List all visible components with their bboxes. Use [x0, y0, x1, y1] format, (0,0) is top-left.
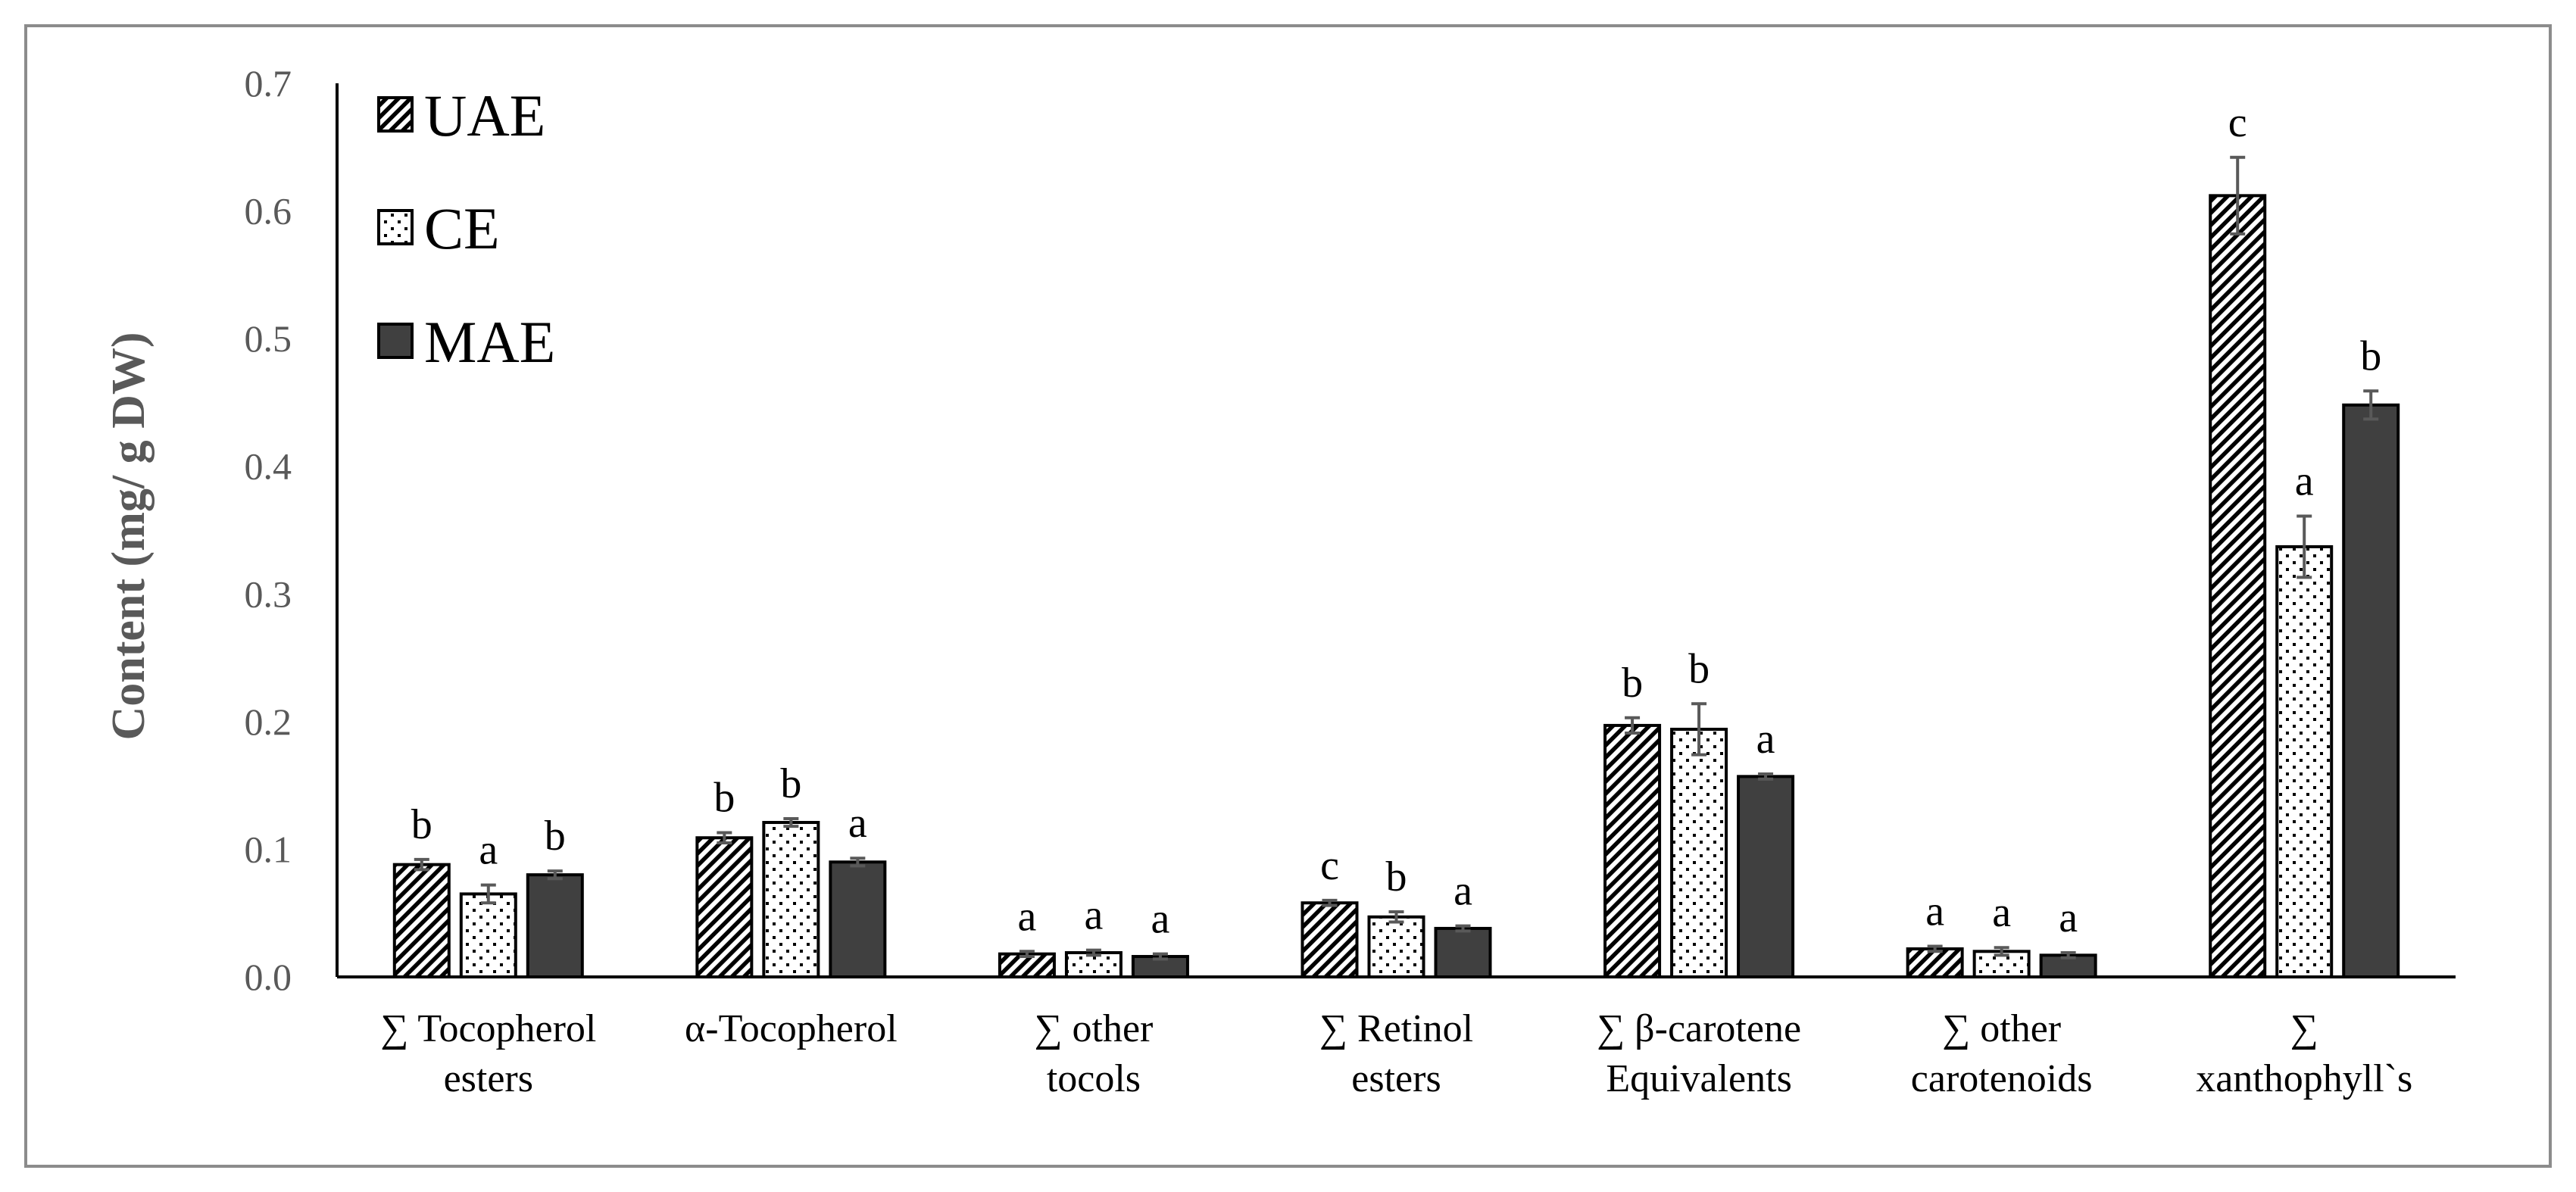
y-tick-label: 0.4 — [245, 445, 292, 488]
y-tick-label: 0.1 — [245, 828, 292, 870]
significance-letter: c — [2228, 99, 2247, 146]
y-tick-label: 0.0 — [245, 956, 292, 998]
significance-letter: a — [848, 800, 867, 847]
legend: UAE CE MAE — [377, 83, 555, 375]
x-category-label: ∑ other — [1034, 1007, 1153, 1050]
bar — [1906, 947, 1964, 979]
significance-letter: a — [1453, 868, 1472, 915]
x-category-label: ∑ β-carotene — [1597, 1007, 1801, 1050]
legend-label: CE — [424, 195, 500, 261]
significance-letter: b — [780, 760, 801, 807]
x-axis: ∑ Tocopherol esters α-Tocopherol ∑ other toc… — [337, 975, 2456, 1100]
bar — [526, 873, 584, 978]
significance-letter: a — [1151, 896, 1169, 943]
legend-label: UAE — [424, 83, 545, 148]
x-category-label: ∑ Tocopherol — [380, 1007, 596, 1050]
x-category-label: Equivalents — [1606, 1057, 1792, 1100]
bar — [762, 821, 820, 978]
legend-swatch — [377, 209, 414, 245]
x-category-label: carotenoids — [1911, 1057, 2093, 1100]
bar — [2275, 545, 2334, 978]
x-category-label: xanthophyll`s — [2196, 1057, 2412, 1100]
y-tick-label: 0.2 — [245, 701, 292, 743]
x-category-label: ∑ other — [1942, 1007, 2061, 1050]
x-category-label: α-Tocopherol — [685, 1007, 898, 1050]
significance-letter: a — [479, 827, 498, 874]
significance-letter: a — [1992, 889, 2011, 936]
significance-letter: b — [1386, 853, 1407, 900]
bar — [1737, 775, 1795, 979]
significance-letter: b — [1688, 645, 1710, 692]
error-bars — [414, 155, 2379, 961]
x-category-label: ∑ Retinol — [1319, 1007, 1473, 1050]
significance-letter: a — [1084, 892, 1103, 939]
y-tick-label: 0.5 — [245, 317, 292, 360]
bar — [1367, 915, 1425, 979]
bar — [1670, 727, 1728, 978]
y-tick-label: 0.6 — [245, 190, 292, 232]
significance-letter: b — [545, 813, 566, 860]
bar — [695, 836, 754, 979]
significance-letter: b — [1622, 660, 1643, 707]
x-category-label: esters — [1351, 1057, 1441, 1100]
y-axis-title: Content (mg/ g DW) — [103, 332, 155, 741]
bar — [459, 892, 517, 979]
chart-border — [24, 24, 2552, 1168]
legend-swatch — [377, 323, 414, 359]
x-category-label: tocols — [1047, 1057, 1141, 1100]
significance-letter: b — [713, 775, 735, 822]
significance-letter: b — [2360, 332, 2381, 379]
x-category-label: esters — [444, 1057, 533, 1100]
significance-letter: a — [1017, 893, 1036, 940]
y-tick-label: 0.3 — [245, 573, 292, 615]
bar — [1300, 901, 1359, 978]
bars — [392, 194, 2400, 979]
significance-letter: b — [411, 801, 432, 848]
bar — [2209, 194, 2267, 978]
significance-letter: a — [1756, 716, 1775, 763]
significance-letter: a — [1925, 888, 1944, 935]
bar — [1434, 926, 1492, 979]
x-category-label: ∑ — [2290, 1007, 2318, 1050]
significance-letter: c — [1320, 842, 1339, 889]
legend-swatch — [377, 96, 414, 133]
bar — [1603, 723, 1662, 979]
legend-label: MAE — [424, 309, 555, 375]
significance-letter: a — [2059, 894, 2078, 941]
bar — [829, 860, 887, 979]
bar — [392, 863, 451, 978]
y-axis: 0.0 0.1 0.2 0.3 0.4 0.5 0.6 0.7 — [245, 62, 339, 998]
bar — [2342, 403, 2400, 978]
y-tick-label: 0.7 — [245, 62, 292, 105]
significance-letter: a — [2295, 457, 2314, 504]
